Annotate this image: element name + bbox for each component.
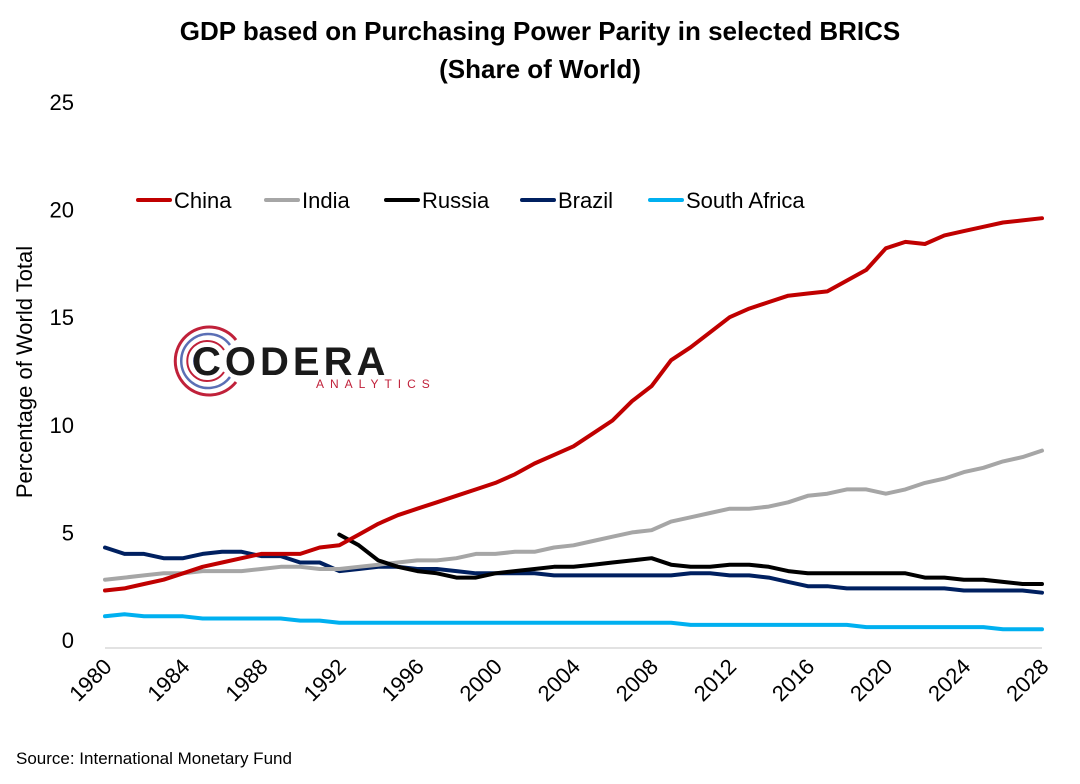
x-tick-label: 1980 bbox=[64, 654, 116, 706]
x-tick-label: 1996 bbox=[377, 654, 429, 706]
y-axis-label: Percentage of World Total bbox=[12, 246, 37, 498]
x-tick-label: 1984 bbox=[142, 654, 194, 706]
x-tick-label: 2000 bbox=[455, 654, 507, 706]
legend-label: Brazil bbox=[558, 188, 613, 213]
y-tick-label: 25 bbox=[50, 90, 74, 115]
series-line-china bbox=[103, 216, 1044, 593]
legend-label: South Africa bbox=[686, 188, 805, 213]
legend-item-brazil: Brazil bbox=[520, 188, 613, 213]
legend-label: India bbox=[302, 188, 350, 213]
x-tick-label: 2008 bbox=[611, 654, 663, 706]
x-tick-label: 2024 bbox=[923, 654, 975, 706]
series-line-india bbox=[103, 448, 1044, 582]
legend-item-russia: Russia bbox=[384, 188, 490, 213]
y-tick-label: 5 bbox=[62, 520, 74, 545]
x-tick-label: 1988 bbox=[220, 654, 272, 706]
x-tick-label: 2020 bbox=[845, 654, 897, 706]
series-line-russia bbox=[337, 532, 1044, 586]
legend: China India Russia Brazil South Africa bbox=[136, 188, 805, 213]
logo-wordmark: CODERA bbox=[192, 340, 389, 384]
x-tick-label: 2016 bbox=[767, 654, 819, 706]
chart-title: GDP based on Purchasing Power Parity in … bbox=[180, 16, 901, 46]
legend-item-india: India bbox=[264, 188, 350, 213]
legend-item-china: China bbox=[136, 188, 232, 213]
x-tick-label: 2028 bbox=[1001, 654, 1053, 706]
y-tick-label: 20 bbox=[50, 198, 74, 223]
logo-arc-icon bbox=[173, 325, 238, 397]
legend-item-south-africa: South Africa bbox=[648, 188, 805, 213]
x-tick-label: 1992 bbox=[298, 654, 350, 706]
legend-label: China bbox=[174, 188, 232, 213]
y-tick-label: 0 bbox=[62, 628, 74, 653]
y-tick-label: 10 bbox=[50, 413, 74, 438]
codera-logo: CODERA ANALYTICS bbox=[173, 325, 436, 397]
source-note: Source: International Monetary Fund bbox=[16, 749, 292, 768]
chart-subtitle: (Share of World) bbox=[439, 54, 641, 84]
legend-label: Russia bbox=[422, 188, 490, 213]
series-lines bbox=[103, 216, 1044, 632]
y-axis-ticks: 0 5 10 15 20 25 bbox=[50, 90, 74, 653]
logo-subtitle: ANALYTICS bbox=[316, 377, 436, 391]
y-tick-label: 15 bbox=[50, 305, 74, 330]
x-axis-ticks: 1980 1984 1988 1992 1996 2000 2004 2008 2012 2016… bbox=[64, 654, 1053, 706]
series-line-brazil bbox=[103, 545, 1044, 595]
x-tick-label: 2012 bbox=[689, 654, 741, 706]
x-tick-label: 2004 bbox=[533, 654, 585, 706]
series-line-south-africa bbox=[103, 612, 1044, 632]
